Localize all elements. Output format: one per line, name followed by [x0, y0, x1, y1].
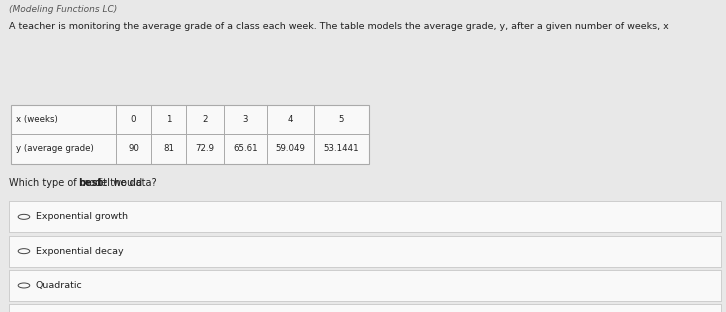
FancyBboxPatch shape	[9, 304, 721, 312]
FancyBboxPatch shape	[11, 105, 369, 164]
Text: best: best	[78, 178, 102, 188]
Text: 3: 3	[242, 115, 248, 124]
Text: 65.61: 65.61	[233, 144, 258, 154]
Circle shape	[18, 214, 30, 219]
Text: 0: 0	[131, 115, 136, 124]
Circle shape	[18, 249, 30, 254]
Text: Exponential growth: Exponential growth	[36, 212, 128, 221]
Text: A teacher is monitoring the average grade of a class each week. The table models: A teacher is monitoring the average grad…	[9, 22, 669, 31]
Text: 4: 4	[288, 115, 293, 124]
Text: Exponential decay: Exponential decay	[36, 247, 123, 256]
Text: y (average grade): y (average grade)	[16, 144, 94, 154]
Text: 1: 1	[166, 115, 171, 124]
Text: Which type of model would: Which type of model would	[9, 178, 146, 188]
Text: x (weeks): x (weeks)	[16, 115, 58, 124]
Circle shape	[18, 283, 30, 288]
FancyBboxPatch shape	[9, 236, 721, 267]
Text: (Modeling Functions LC): (Modeling Functions LC)	[9, 5, 118, 14]
Text: 90: 90	[129, 144, 139, 154]
FancyBboxPatch shape	[9, 270, 721, 301]
FancyBboxPatch shape	[9, 201, 721, 232]
Text: 2: 2	[202, 115, 208, 124]
Text: 59.049: 59.049	[276, 144, 306, 154]
Text: 72.9: 72.9	[195, 144, 214, 154]
Text: Quadratic: Quadratic	[36, 281, 82, 290]
Text: 81: 81	[163, 144, 174, 154]
Text: 5: 5	[339, 115, 344, 124]
Text: fit the data?: fit the data?	[94, 178, 157, 188]
Text: 53.1441: 53.1441	[324, 144, 359, 154]
